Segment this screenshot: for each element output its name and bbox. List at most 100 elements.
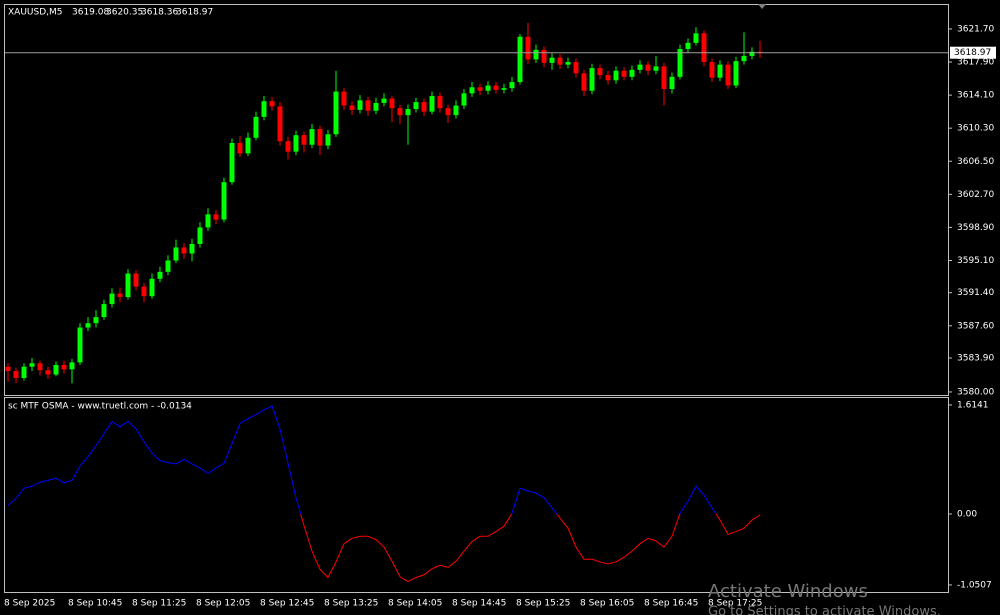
candle-body [149,278,155,297]
candle-body [317,129,323,146]
symbol: XAUUSD,M5 [8,8,63,18]
candle-body [301,135,307,145]
candle-body [37,363,43,371]
candle-body [685,42,691,49]
y-tick-label: 3587.60 [957,321,994,331]
candle-body [581,73,587,91]
candle-body [165,260,171,272]
watermark: Activate Windows [708,581,868,602]
price-label-box [950,46,996,59]
candle-body [693,33,699,43]
candle-body [717,64,723,78]
x-tick-label: 8 Sep 12:45 [260,599,314,609]
candle-body [373,102,379,111]
candle-body [269,101,275,107]
candle-body [589,68,595,91]
candle-body [709,62,715,78]
x-tick-label: 8 Sep 10:45 [68,599,122,609]
candle-body [109,293,115,305]
candle-body [117,293,123,298]
indicator-line-positive [7,405,717,514]
candle-body [533,49,539,60]
candle-body [29,363,35,367]
candle-body [349,105,355,110]
candle-body [629,69,635,77]
candle-body [45,370,51,375]
y-tick-label: 3610.30 [957,124,994,134]
candle-body [389,98,395,109]
close-value: 3618.97 [176,8,213,18]
y-tick-label: 3591.40 [957,288,994,298]
candle-body [485,85,491,91]
indicator-pane-frame [4,397,949,593]
candle-body [237,142,243,154]
y-tick-label: 3583.90 [957,354,994,364]
candle-body [85,323,91,328]
y-tick-label: 3621.70 [957,24,994,34]
candle-body [125,273,131,298]
header: XAUUSD,M5 3619.08 3620.35 3618.36 3618.9… [8,8,213,18]
candle-body [429,95,435,112]
candle-body [613,70,619,81]
candle-body [357,100,363,110]
candle-body [93,317,99,324]
candle-body [597,68,603,76]
x-tick-label: 8 Sep 13:25 [324,599,378,609]
candle-body [365,100,371,111]
candle-body [493,85,499,90]
candle-body [5,366,11,372]
candle-body [469,87,475,94]
y-tick-label: 3602.70 [957,190,994,200]
candle-body [325,134,331,146]
candle-body [525,36,531,60]
x-tick-label: 8 Sep 14:45 [452,599,506,609]
candle-body [661,66,667,90]
candle-body [437,95,443,109]
candle-body [517,36,523,83]
candle-body [653,66,659,71]
candle-body [333,91,339,135]
candle-body [309,129,315,145]
candle-body [261,101,267,117]
candle-body [277,106,283,142]
candle-body [61,364,67,370]
y-tick-label: 3598.90 [957,223,994,233]
candle-body [501,88,507,90]
y-tick-label: 3595.10 [957,256,994,266]
candle-body [197,227,203,244]
candle-body [101,304,107,318]
indicator-line-negative [300,513,761,583]
candle-body [413,102,419,110]
candle-body [221,182,227,220]
candle-body [573,62,579,74]
x-tick-label: 8 Sep 12:05 [196,599,250,609]
candle-body [69,362,75,370]
candle-body [21,366,27,379]
candle-body [405,109,411,116]
candle-body [749,51,755,56]
candle-body [341,91,347,106]
price-pane-frame [4,4,949,396]
x-tick-label: 8 Sep 16:05 [580,599,634,609]
candle-body [701,33,707,63]
y-tick-label: 3606.50 [957,157,994,167]
candle-body [181,247,187,254]
candle-body [173,247,179,261]
y-tick-label: 3614.10 [957,91,994,101]
high-value: 3620.35 [106,8,143,18]
y-tick-label: 3580.00 [957,387,994,397]
candle-body [669,76,675,90]
y-tick-label: 3617.90 [957,58,994,68]
candle-body [189,243,195,254]
shift-marker [758,4,766,9]
y-tick-label: 1.6141 [957,400,989,410]
x-tick-label: 8 Sep 15:25 [516,599,570,609]
candle-body [157,271,163,279]
candle-body [605,75,611,81]
x-tick-label: 8 Sep 14:05 [388,599,442,609]
candle-body [421,102,427,112]
candle-body [741,55,747,62]
candle-body [133,273,139,287]
candle-body [557,57,563,65]
